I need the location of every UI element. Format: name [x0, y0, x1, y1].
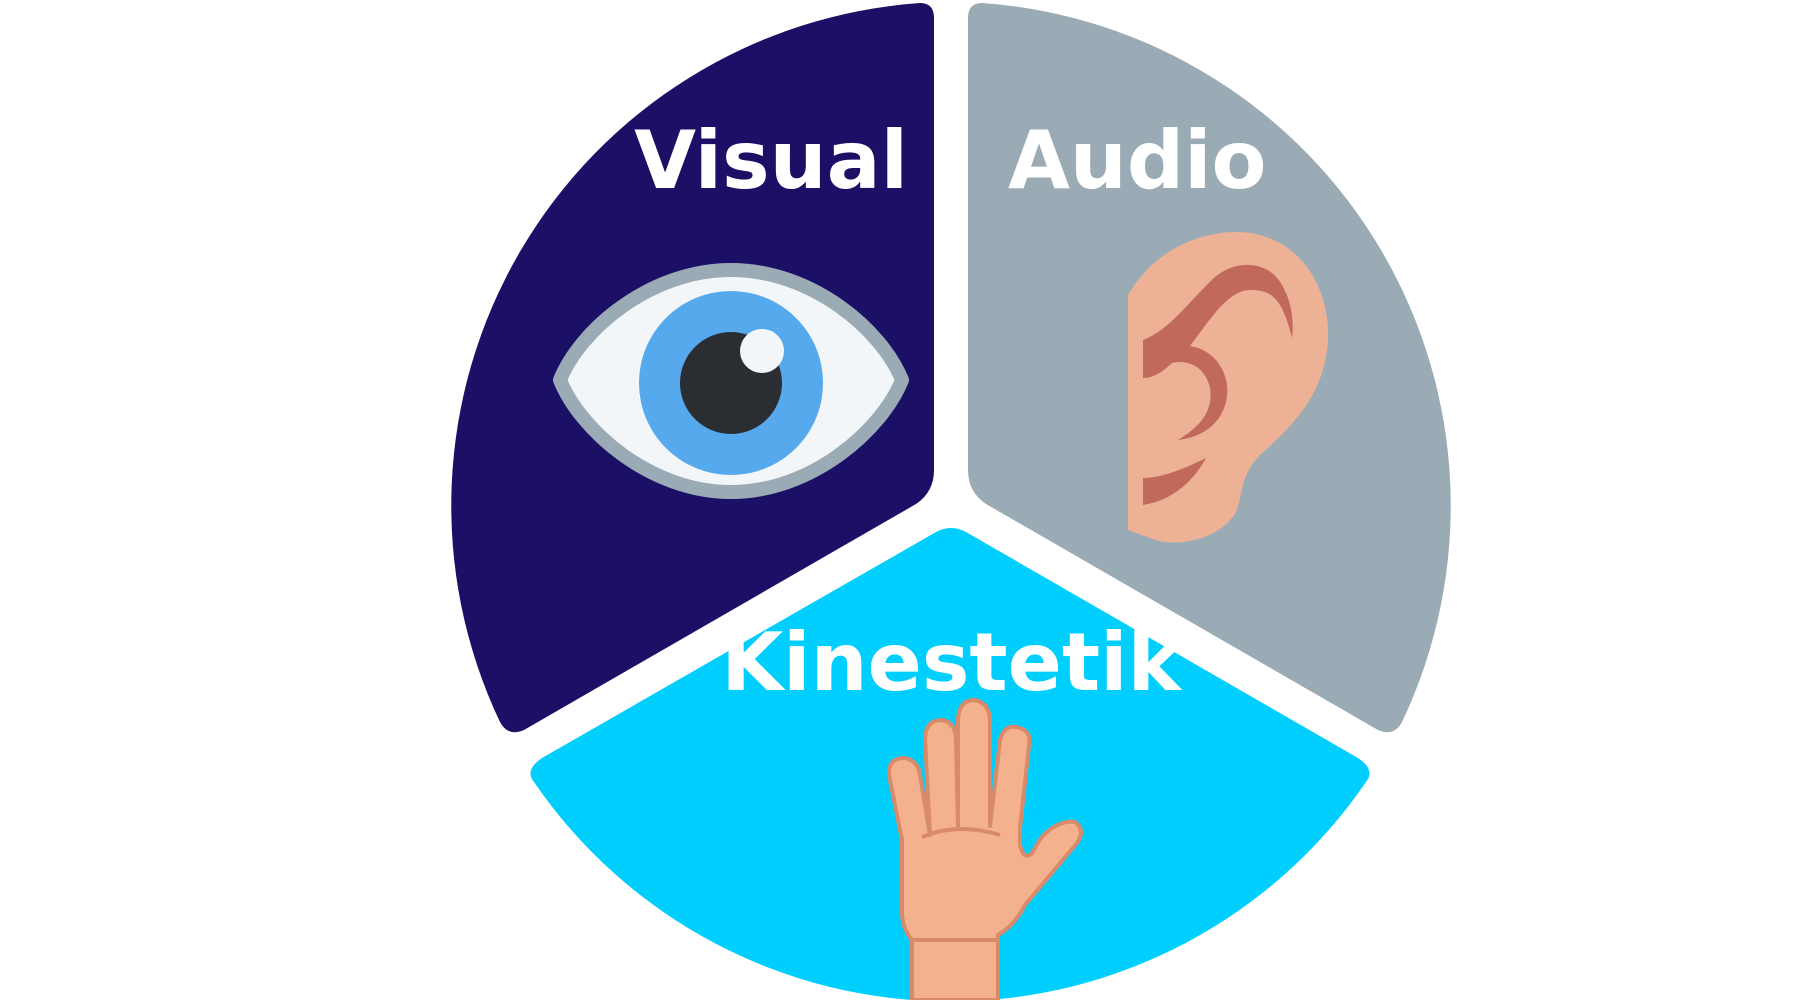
ear-icon	[1128, 231, 1329, 543]
segment-visual: Visual	[451, 3, 934, 733]
segment-label-audio: Audio	[1008, 114, 1267, 207]
hand-icon	[886, 698, 1083, 1000]
segment-audio: Audio	[968, 3, 1451, 733]
segment-label-kinestetik: Kinestetik	[721, 616, 1182, 709]
segment-label-visual: Visual	[634, 114, 908, 207]
eye-icon	[553, 263, 909, 499]
segment-kinestetik: Kinestetik	[530, 528, 1370, 1000]
